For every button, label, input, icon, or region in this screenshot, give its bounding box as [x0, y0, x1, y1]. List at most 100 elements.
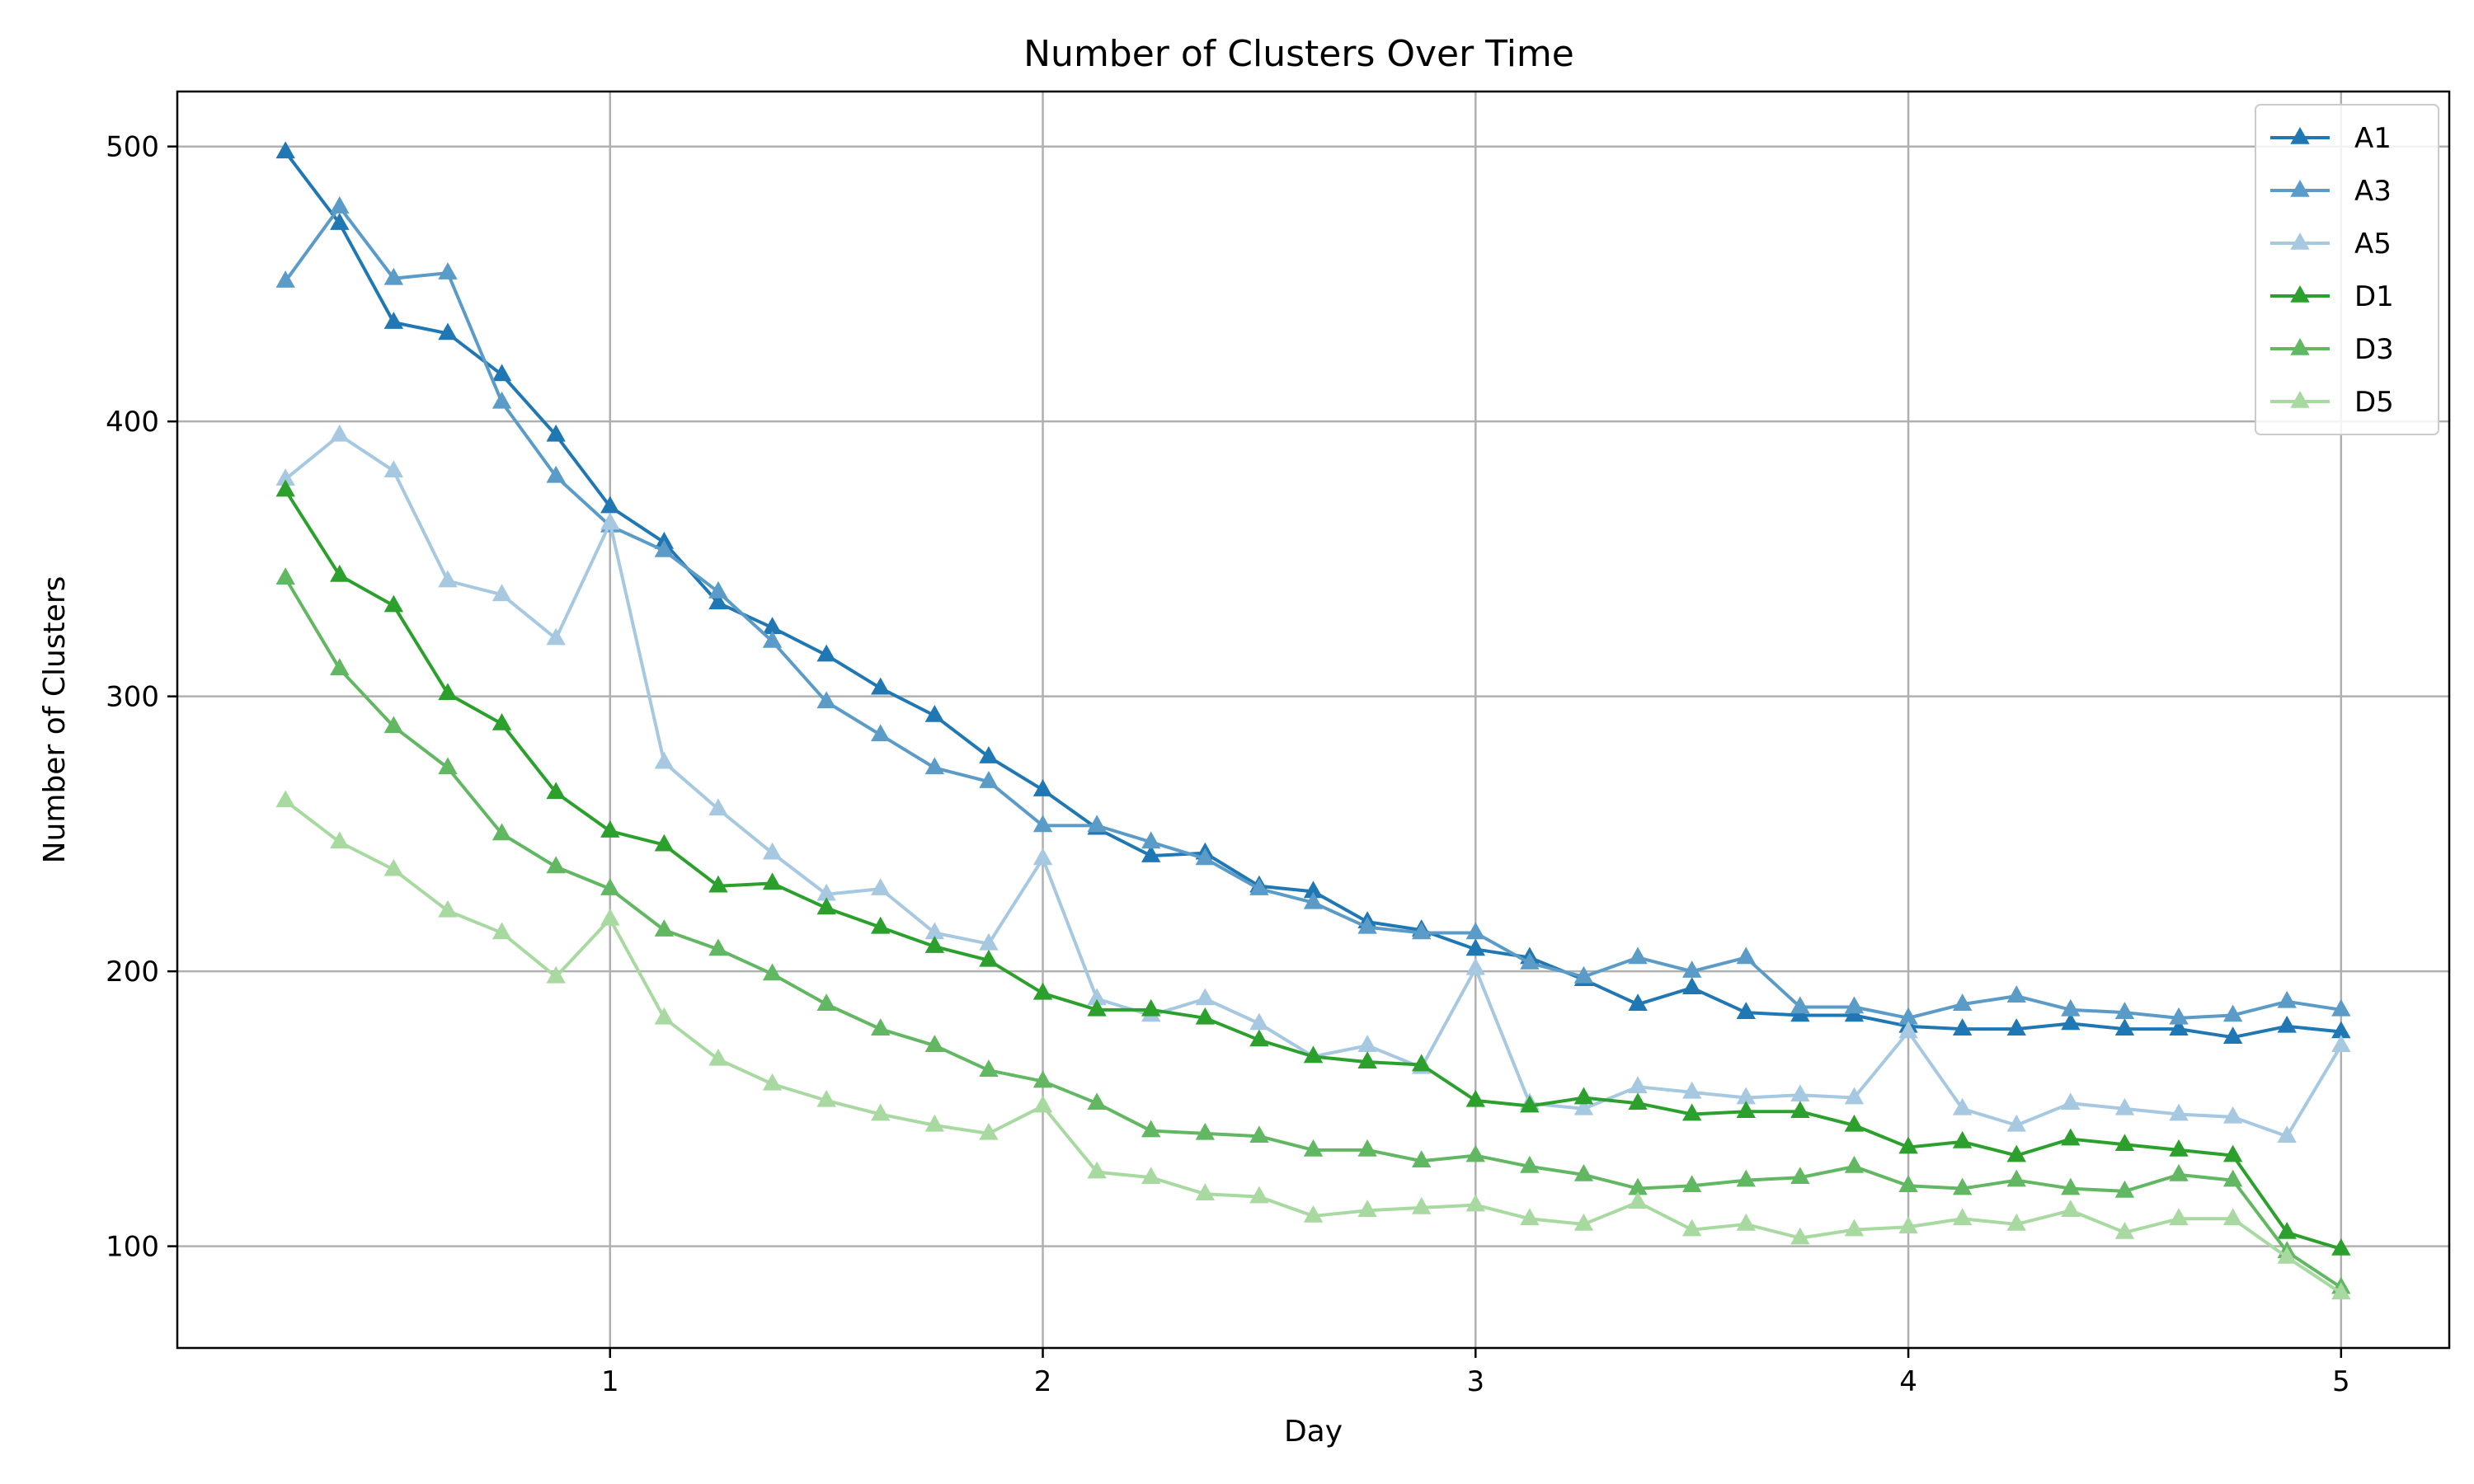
x-axis: 1 2 3 4 5 — [601, 1348, 2350, 1398]
data-point-a1 — [1681, 977, 1702, 994]
data-point-a3 — [1573, 965, 1594, 984]
plot-area-frame — [176, 90, 2451, 1350]
data-point-d3 — [600, 878, 620, 895]
data-point-d3 — [1628, 1177, 1648, 1195]
data-point-d3 — [383, 716, 404, 734]
data-point-d3 — [762, 963, 783, 981]
data-point-a1 — [546, 424, 566, 442]
data-point-a3 — [1790, 996, 1810, 1014]
data-point-d3 — [816, 993, 836, 1011]
data-point-d1 — [1520, 1095, 1540, 1113]
data-point-d5 — [1736, 1213, 1756, 1231]
data-point-d1 — [1844, 1114, 1865, 1132]
data-point-a1 — [1952, 1018, 1973, 1036]
data-point-d3 — [546, 856, 566, 874]
data-point-a5 — [2114, 1097, 2135, 1115]
data-point-d1 — [383, 594, 404, 613]
data-point-a1 — [438, 322, 458, 340]
legend-label: D1 — [2354, 280, 2394, 313]
data-point-a3 — [1141, 831, 1161, 849]
data-point-a5 — [1898, 1021, 1918, 1039]
data-point-a1 — [2114, 1018, 2135, 1036]
data-point-a5 — [330, 424, 350, 442]
data-point-d3 — [1087, 1092, 1107, 1111]
data-point-d1 — [1628, 1092, 1648, 1111]
x-tick-label: 4 — [1899, 1365, 1917, 1398]
data-point-d1 — [762, 872, 783, 890]
legend-marker — [2290, 338, 2310, 355]
data-point-d1 — [438, 683, 458, 701]
data-point-a1 — [924, 704, 945, 722]
x-axis-label: Day — [1284, 1415, 1343, 1449]
data-point-d1 — [1465, 1089, 1485, 1107]
data-point-d1 — [871, 916, 891, 934]
x-tick-label: 2 — [1034, 1365, 1052, 1398]
y-tick-label: 400 — [106, 406, 159, 439]
data-point-d5 — [1520, 1208, 1540, 1226]
data-point-d5 — [762, 1073, 783, 1091]
legend-label: A1 — [2354, 122, 2392, 155]
data-point-a5 — [871, 878, 891, 895]
data-point-a1 — [600, 495, 620, 514]
data-point-d5 — [1032, 1095, 1053, 1113]
data-point-a3 — [1087, 815, 1107, 833]
x-tick-label: 3 — [1466, 1365, 1484, 1398]
data-point-a5 — [1790, 1084, 1810, 1101]
data-point-d5 — [654, 1007, 675, 1025]
data-point-d3 — [1357, 1139, 1377, 1157]
data-point-d3 — [330, 658, 350, 676]
data-point-d1 — [2277, 1221, 2297, 1239]
data-point-a5 — [708, 798, 728, 816]
data-point-d5 — [1790, 1227, 1810, 1245]
data-point-d1 — [2006, 1144, 2026, 1162]
legend-marker — [2290, 127, 2310, 144]
data-point-d3 — [1032, 1070, 1053, 1088]
data-point-a3 — [1844, 996, 1865, 1014]
data-point-a3 — [492, 391, 512, 409]
data-point-d5 — [2061, 1200, 2081, 1218]
data-point-d5 — [438, 899, 458, 918]
data-point-d1 — [1411, 1054, 1432, 1072]
data-point-a3 — [708, 580, 728, 599]
data-point-d5 — [1141, 1167, 1161, 1185]
series-a3 — [275, 196, 2351, 1025]
data-point-d1 — [1357, 1051, 1377, 1068]
data-point-a3 — [2169, 1007, 2189, 1025]
data-point-a1 — [2277, 1015, 2297, 1033]
data-point-d5 — [2114, 1221, 2135, 1239]
data-point-d5 — [2222, 1208, 2243, 1226]
data-point-a1 — [1628, 993, 1648, 1011]
data-point-d5 — [1411, 1196, 1432, 1214]
data-point-d3 — [492, 823, 512, 841]
data-point-d1 — [1898, 1136, 1918, 1154]
data-point-a3 — [438, 262, 458, 279]
data-point-a3 — [1411, 922, 1432, 940]
data-point-d5 — [1087, 1161, 1107, 1179]
legend: A1 A3 A5 D1 D3 D5 — [2255, 104, 2439, 435]
data-point-d3 — [438, 757, 458, 775]
data-point-a3 — [2222, 1004, 2243, 1022]
data-point-a5 — [979, 932, 999, 951]
data-point-d3 — [1952, 1177, 1973, 1195]
data-point-d1 — [924, 936, 945, 953]
y-tick-label: 300 — [106, 681, 159, 714]
data-point-a3 — [2331, 998, 2351, 1017]
data-point-a3 — [1898, 1007, 1918, 1025]
data-point-a5 — [2006, 1114, 2026, 1132]
data-point-a1 — [330, 213, 350, 230]
data-point-a1 — [979, 746, 999, 763]
y-tick-label: 500 — [106, 131, 159, 164]
data-point-d5 — [492, 922, 512, 940]
legend-item-d5: D5 — [2270, 386, 2394, 419]
data-point-a3 — [924, 757, 945, 775]
series-a1 — [275, 141, 2351, 1044]
data-point-d3 — [979, 1059, 999, 1077]
legend-label: A5 — [2354, 228, 2392, 261]
data-point-d5 — [546, 965, 566, 984]
legend-label: D5 — [2354, 386, 2394, 419]
data-point-a5 — [1032, 848, 1053, 866]
data-point-d1 — [979, 949, 999, 967]
data-point-a5 — [2331, 1035, 2351, 1052]
data-point-a3 — [979, 771, 999, 788]
data-point-d3 — [1141, 1120, 1161, 1138]
